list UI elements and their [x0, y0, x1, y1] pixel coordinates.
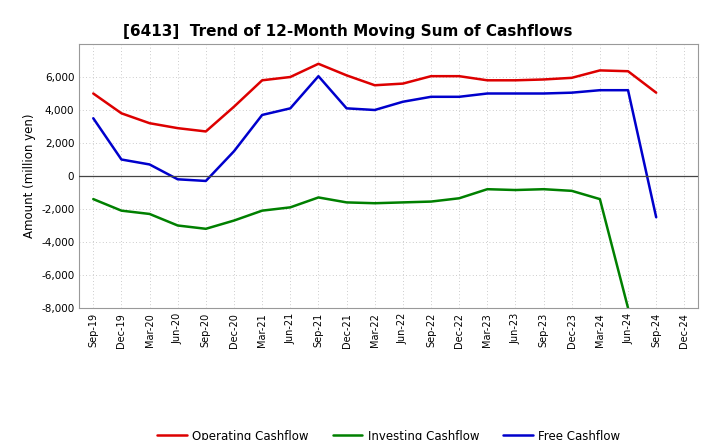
Operating Cashflow: [483, 77, 492, 83]
Investing Cashflow: [399, 200, 408, 205]
Operating Cashflow: [258, 77, 266, 83]
Investing Cashflow: [455, 196, 464, 201]
Investing Cashflow: [539, 187, 548, 192]
Operating Cashflow: [595, 68, 604, 73]
Investing Cashflow: [202, 226, 210, 231]
Investing Cashflow: [427, 199, 436, 204]
Free Cashflow: [230, 149, 238, 154]
Operating Cashflow: [539, 77, 548, 82]
Free Cashflow: [314, 73, 323, 79]
Investing Cashflow: [174, 223, 182, 228]
Investing Cashflow: [258, 208, 266, 213]
Investing Cashflow: [117, 208, 126, 213]
Investing Cashflow: [145, 211, 154, 216]
Operating Cashflow: [511, 77, 520, 83]
Investing Cashflow: [511, 187, 520, 193]
Free Cashflow: [483, 91, 492, 96]
Free Cashflow: [286, 106, 294, 111]
Free Cashflow: [539, 91, 548, 96]
Line: Investing Cashflow: Investing Cashflow: [94, 189, 628, 308]
Text: [6413]  Trend of 12-Month Moving Sum of Cashflows: [6413] Trend of 12-Month Moving Sum of C…: [122, 24, 572, 39]
Operating Cashflow: [399, 81, 408, 86]
Operating Cashflow: [230, 104, 238, 110]
Free Cashflow: [258, 112, 266, 117]
Line: Free Cashflow: Free Cashflow: [94, 76, 656, 217]
Free Cashflow: [567, 90, 576, 95]
Free Cashflow: [342, 106, 351, 111]
Free Cashflow: [202, 178, 210, 183]
Free Cashflow: [624, 88, 632, 93]
Y-axis label: Amount (million yen): Amount (million yen): [22, 114, 35, 238]
Free Cashflow: [174, 177, 182, 182]
Operating Cashflow: [202, 129, 210, 134]
Operating Cashflow: [286, 74, 294, 80]
Investing Cashflow: [89, 196, 98, 202]
Operating Cashflow: [652, 90, 660, 95]
Free Cashflow: [652, 215, 660, 220]
Operating Cashflow: [342, 73, 351, 78]
Operating Cashflow: [455, 73, 464, 79]
Free Cashflow: [511, 91, 520, 96]
Free Cashflow: [117, 157, 126, 162]
Investing Cashflow: [230, 218, 238, 223]
Investing Cashflow: [342, 200, 351, 205]
Operating Cashflow: [117, 110, 126, 116]
Legend: Operating Cashflow, Investing Cashflow, Free Cashflow: Operating Cashflow, Investing Cashflow, …: [152, 425, 626, 440]
Free Cashflow: [595, 88, 604, 93]
Investing Cashflow: [286, 205, 294, 210]
Investing Cashflow: [314, 195, 323, 200]
Investing Cashflow: [370, 201, 379, 206]
Operating Cashflow: [314, 61, 323, 66]
Free Cashflow: [370, 107, 379, 113]
Operating Cashflow: [370, 83, 379, 88]
Investing Cashflow: [624, 305, 632, 311]
Free Cashflow: [399, 99, 408, 104]
Investing Cashflow: [567, 188, 576, 194]
Free Cashflow: [89, 116, 98, 121]
Investing Cashflow: [595, 196, 604, 202]
Free Cashflow: [455, 94, 464, 99]
Operating Cashflow: [427, 73, 436, 79]
Line: Operating Cashflow: Operating Cashflow: [94, 64, 656, 132]
Operating Cashflow: [567, 75, 576, 81]
Free Cashflow: [145, 162, 154, 167]
Operating Cashflow: [174, 125, 182, 131]
Operating Cashflow: [145, 121, 154, 126]
Operating Cashflow: [624, 69, 632, 74]
Operating Cashflow: [89, 91, 98, 96]
Investing Cashflow: [483, 187, 492, 192]
Free Cashflow: [427, 94, 436, 99]
